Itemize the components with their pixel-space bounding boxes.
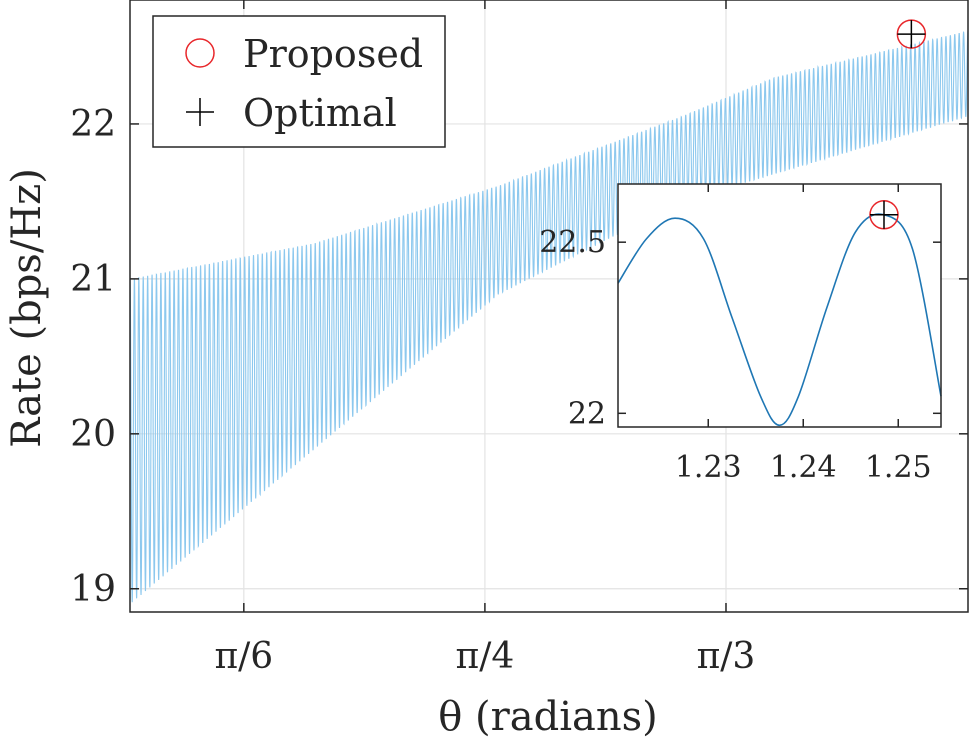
inset-plot-frame: [617, 183, 942, 428]
inset-ticks: 1.23 1.24 1.25 22 22.5: [539, 184, 941, 485]
inset-x-tick-label-1: 1.24: [770, 450, 837, 485]
legend-proposed-label: Proposed: [243, 32, 423, 76]
legend-box: [152, 15, 446, 148]
y-tick-label-1: 20: [70, 414, 116, 455]
inset-markers: [869, 200, 899, 230]
y-tick-label-3: 22: [70, 104, 116, 145]
inset-x-tick-label-2: 1.25: [865, 450, 932, 485]
main-markers: [896, 19, 927, 49]
legend-proposed-marker: [185, 38, 215, 68]
y-tick-label-2: 21: [70, 259, 116, 300]
y-tick-label-0: 19: [70, 569, 116, 610]
legend-optimal-label: Optimal: [243, 91, 397, 135]
x-tick-label-1: π/4: [456, 636, 515, 677]
main-ticks: π/6 π/4 π/3 19 20 21 22: [70, 0, 968, 677]
x-axis-label: θ (radians): [438, 694, 658, 740]
main-plot: π/6 π/4 π/3 19 20 21 22: [70, 0, 969, 677]
y-axis-label: Rate (bps/Hz): [4, 168, 50, 448]
legend-optimal-marker: [186, 98, 214, 126]
inset-y-tick-label-0: 22: [568, 396, 606, 431]
inset-rate-curve: [617, 213, 942, 427]
rate-curve: [129, 30, 969, 603]
x-tick-label-0: π/6: [214, 636, 273, 677]
legend: Proposed Optimal: [152, 15, 446, 148]
inset-background: [618, 184, 941, 427]
inset-y-tick-label-1: 22.5: [539, 225, 606, 260]
inset-x-tick-label-0: 1.23: [675, 450, 742, 485]
inset-plot: 1.23 1.24 1.25 22 22.5: [539, 183, 942, 485]
inset-series: [617, 213, 942, 427]
x-tick-label-2: π/3: [697, 636, 756, 677]
main-series: [129, 30, 969, 603]
main-plot-frame: [129, 0, 969, 613]
